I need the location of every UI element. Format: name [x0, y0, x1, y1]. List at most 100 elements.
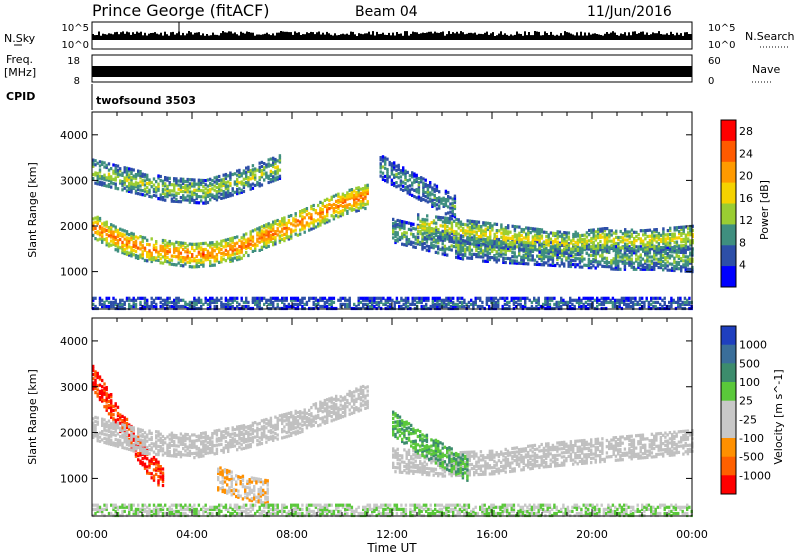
echo-cell — [94, 378, 97, 382]
echo-cell — [110, 395, 113, 399]
echo-cell — [495, 245, 499, 249]
echo-cell — [429, 199, 432, 203]
echo-cell — [677, 296, 680, 300]
echo-cell — [444, 216, 447, 220]
echo-cell — [319, 304, 322, 309]
echo-cell — [446, 235, 449, 239]
echo-cell — [642, 249, 645, 253]
echo-cell — [200, 298, 203, 302]
echo-cell — [191, 198, 194, 202]
echo-cell — [110, 304, 113, 309]
echo-cell — [446, 216, 449, 220]
echo-cell — [527, 258, 530, 262]
echo-cell — [256, 237, 259, 241]
echo-cell — [482, 221, 485, 225]
echo-cell — [513, 259, 516, 263]
echo-cell — [475, 255, 478, 259]
echo-cell — [450, 223, 454, 227]
echo-cell — [283, 239, 286, 243]
echo-cell — [105, 400, 108, 404]
echo-cell — [436, 302, 439, 306]
echo-cell — [592, 260, 595, 264]
echo-cell — [218, 185, 221, 189]
echo-cell — [506, 302, 509, 306]
echo-cell — [600, 296, 603, 300]
echo-cell — [236, 177, 239, 181]
echo-cell — [653, 230, 656, 234]
echo-cell — [326, 208, 329, 212]
echo-cell — [283, 296, 286, 300]
echo-cell — [597, 244, 600, 248]
echo-cell — [480, 239, 483, 243]
echo-cell — [139, 255, 142, 259]
echo-cell — [272, 171, 275, 175]
echo-cell — [646, 234, 649, 239]
echo-cell — [664, 245, 667, 249]
echo-cell — [689, 257, 692, 261]
echo-cell — [412, 241, 415, 245]
echo-cell — [637, 237, 640, 241]
nsky-bar — [132, 32, 134, 40]
echo-cell — [186, 248, 189, 252]
echo-cell — [130, 231, 133, 235]
echo-cell — [407, 242, 411, 246]
echo-cell — [213, 196, 216, 200]
echo-cell — [114, 420, 117, 424]
echo-cell — [435, 207, 439, 211]
echo-cell — [580, 304, 583, 309]
echo-cell — [457, 218, 460, 222]
echo-cell — [567, 231, 571, 235]
echo-cell — [608, 245, 611, 249]
echo-cell — [272, 241, 275, 245]
echo-cell — [98, 377, 102, 381]
echo-cell — [256, 298, 259, 302]
echo-cell — [143, 183, 147, 187]
echo-cell — [227, 298, 230, 302]
echo-cell — [614, 261, 618, 265]
echo-cell — [294, 212, 297, 216]
echo-cell — [558, 248, 562, 253]
echo-cell — [267, 298, 270, 302]
echo-cell — [247, 300, 250, 304]
echo-cell — [195, 261, 198, 265]
echo-cell — [475, 244, 478, 248]
echo-cell — [599, 233, 602, 237]
echo-cell — [179, 257, 183, 261]
echo-cell — [254, 228, 257, 232]
echo-cell — [173, 242, 176, 246]
echo-cell — [177, 304, 180, 309]
echo-cell — [119, 173, 122, 177]
echo-cell — [101, 226, 104, 230]
echo-cell — [92, 383, 95, 387]
echo-cell — [518, 239, 521, 244]
echo-cell — [141, 182, 144, 187]
echo-cell — [482, 223, 485, 227]
echo-cell — [415, 188, 418, 192]
echo-cell — [285, 304, 288, 309]
echo-cell — [493, 245, 496, 249]
echo-cell — [648, 265, 651, 269]
echo-cell — [263, 296, 266, 300]
echo-cell — [337, 192, 340, 196]
echo-cell — [110, 235, 113, 239]
echo-cell — [537, 302, 540, 306]
echo-cell — [462, 239, 465, 243]
echo-cell — [399, 183, 403, 187]
echo-cell — [197, 244, 201, 248]
nsky-bar — [558, 35, 560, 40]
echo-cell — [584, 296, 588, 300]
echo-cell — [128, 241, 131, 245]
echo-cell — [422, 197, 425, 202]
echo-cell — [317, 300, 320, 304]
nsky-bar — [348, 34, 350, 40]
echo-cell — [294, 224, 297, 228]
echo-cell — [682, 250, 685, 255]
echo-cell — [263, 238, 266, 242]
echo-cell — [444, 212, 448, 216]
echo-cell — [406, 191, 409, 195]
echo-cell — [231, 248, 234, 253]
echo-cell — [417, 229, 420, 233]
echo-cell — [643, 302, 646, 306]
echo-cell — [364, 186, 367, 190]
echo-cell — [101, 222, 104, 226]
